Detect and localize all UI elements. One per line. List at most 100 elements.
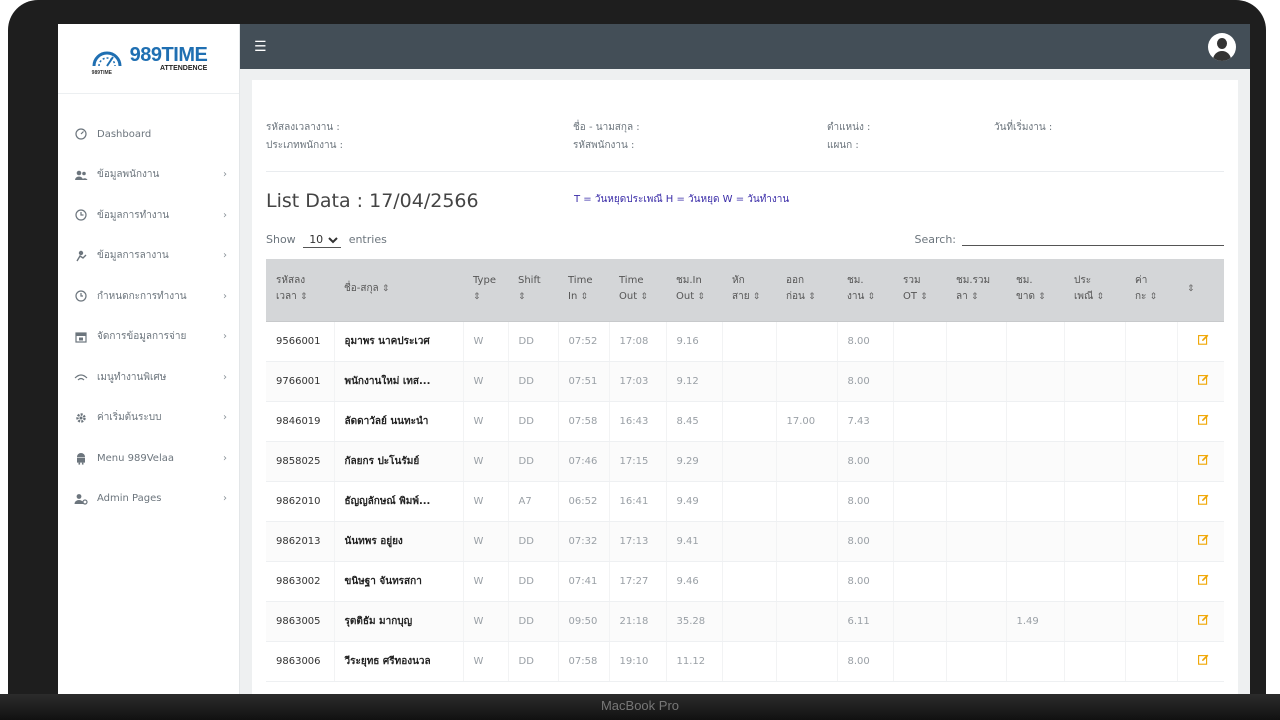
admin-icon (73, 492, 89, 506)
leave-icon (73, 249, 89, 263)
column-header[interactable]: Shift ⇕ (508, 259, 558, 322)
table-row[interactable]: 9863002 ขนิษฐา จันทรสกา W DD 07:41 17:27 9.46 8… (266, 561, 1224, 602)
sidebar-nav: Dashboard ข้อมูลพนักงาน › ข้อมูลการทำงาน › ข้… (58, 94, 239, 519)
sort-icon[interactable]: ⇕ (1149, 291, 1158, 302)
top-bar: ☰ (240, 24, 1250, 69)
sort-icon[interactable]: ⇕ (381, 283, 390, 294)
sort-icon[interactable]: ⇕ (970, 291, 979, 302)
table-cell: DD (508, 521, 559, 562)
sort-icon[interactable]: ⇕ (299, 291, 308, 302)
table-cell (1125, 441, 1178, 482)
menu-toggle-icon[interactable]: ☰ (254, 38, 267, 55)
sort-icon[interactable]: ⇕ (1038, 291, 1046, 302)
clock-icon (73, 208, 89, 222)
sidebar-item-8[interactable]: Menu 989Velaa › (58, 438, 239, 479)
sidebar-item-label: กำหนดกะการทำงาน (97, 290, 187, 302)
column-header[interactable]: ประ เพณี ⇕ (1064, 259, 1125, 322)
column-header-line2: เวลา (276, 290, 297, 302)
search-input[interactable] (962, 232, 1224, 246)
table-cell (1006, 361, 1065, 402)
column-header[interactable]: ชม.In Out ⇕ (666, 259, 722, 322)
table-row[interactable]: 9766001 พนักงานใหม่ เทส... W DD 07:51 17:03 9.… (266, 361, 1224, 402)
sort-icon[interactable]: ⇕ (640, 291, 648, 302)
screen: 989TIME 989TIME ATTENDENCE Dashboard ข้อม… (58, 24, 1250, 694)
sort-icon[interactable]: ⇕ (1096, 291, 1105, 302)
column-header[interactable]: ⇕ (1177, 259, 1224, 322)
sidebar-item-0[interactable]: Dashboard (58, 114, 239, 155)
users-icon (73, 168, 89, 182)
sidebar-item-2[interactable]: ข้อมูลการทำงาน › (58, 195, 239, 236)
table-row[interactable]: 9863005 รุตติธัม มากบุญ W DD 09:50 21:18 35.28… (266, 601, 1224, 642)
sidebar-item-6[interactable]: เมนูทำงานพิเศษ › (58, 357, 239, 398)
column-header[interactable]: Type ⇕ (463, 259, 508, 322)
sidebar-item-label: ข้อมูลการทำงาน (97, 209, 170, 221)
edit-icon[interactable] (1177, 321, 1224, 362)
table-cell: DD (508, 321, 559, 362)
table-row[interactable]: 9846019 ลัดดาวัลย์ นนทะนำ W DD 07:58 16:43 8.4… (266, 401, 1224, 442)
sidebar-item-5[interactable]: จัดการข้อมูลการจ่าย › (58, 317, 239, 358)
table-cell: W (463, 441, 509, 482)
edit-icon[interactable] (1177, 441, 1224, 482)
column-header[interactable]: ชม. งาน ⇕ (837, 259, 893, 322)
table-cell: 7.43 (837, 401, 894, 442)
user-avatar[interactable] (1208, 32, 1236, 61)
calendar-icon (73, 330, 89, 344)
table-cell: DD (508, 601, 559, 642)
table-cell (1125, 521, 1178, 562)
sidebar-item-1[interactable]: ข้อมูลพนักงาน › (58, 155, 239, 196)
edit-icon[interactable] (1177, 641, 1224, 682)
table-row[interactable]: 9862013 นันทพร อยู่ยง W DD 07:32 17:13 9.41 8.0… (266, 521, 1224, 562)
brand-logo[interactable]: 989TIME 989TIME ATTENDENCE (58, 24, 239, 94)
table-row[interactable]: 9566001 อุมาพร นาคประเวศ W DD 07:52 17:08 9.16… (266, 321, 1224, 362)
sort-icon[interactable]: ⇕ (580, 291, 589, 302)
stopwatch-icon: 989TIME (90, 44, 124, 76)
column-header-line2: ขาด (1016, 290, 1035, 302)
column-header[interactable]: ค่า กะ ⇕ (1125, 259, 1177, 322)
sidebar-item-7[interactable]: ค่าเริ่มต้นระบบ › (58, 398, 239, 439)
column-header-line2: ลา (956, 290, 968, 302)
column-header[interactable]: Time Out ⇕ (609, 259, 666, 322)
sort-icon[interactable]: ⇕ (752, 291, 761, 302)
chevron-right-icon: › (223, 412, 227, 424)
table-row[interactable]: 9858025 กัลยกร ปะโนรัมย์ W DD 07:46 17:15 9.29… (266, 441, 1224, 482)
table-cell (1006, 481, 1065, 522)
table-cell (722, 561, 777, 602)
sidebar-item-9[interactable]: Admin Pages › (58, 479, 239, 520)
table-cell: วีระยุทธ ศรีทองนวล (334, 641, 464, 682)
column-header[interactable]: หัก สาย ⇕ (722, 259, 776, 322)
sort-icon[interactable]: ⇕ (1187, 283, 1195, 294)
sort-icon[interactable]: ⇕ (518, 291, 526, 302)
column-header-line1: หัก (732, 274, 745, 286)
page-length: Show 10 entries (266, 232, 387, 248)
edit-icon[interactable] (1177, 561, 1224, 602)
sort-icon[interactable]: ⇕ (808, 291, 816, 302)
column-header[interactable]: ชื่อ-สกุล ⇕ (334, 259, 463, 322)
sidebar-item-4[interactable]: กำหนดกะการทำงาน › (58, 276, 239, 317)
column-header[interactable]: ออก ก่อน ⇕ (776, 259, 837, 322)
table-row[interactable]: 9863006 วีระยุทธ ศรีทองนวล W DD 07:58 19:10 11… (266, 641, 1224, 682)
sort-icon[interactable]: ⇕ (473, 291, 481, 302)
table-cell (893, 361, 947, 402)
chevron-right-icon: › (223, 371, 227, 383)
column-header[interactable]: ชม.รวม ลา ⇕ (946, 259, 1006, 322)
table-row[interactable]: 9862010 ธัญญลักษณ์ พิมพ์... W A7 06:52 16:41 9… (266, 481, 1224, 522)
sort-icon[interactable]: ⇕ (920, 291, 928, 302)
column-header[interactable]: รวม OT ⇕ (893, 259, 946, 322)
edit-icon[interactable] (1177, 521, 1224, 562)
sort-icon[interactable]: ⇕ (867, 291, 876, 302)
column-header[interactable]: รหัสลง เวลา ⇕ (266, 259, 334, 322)
sort-icon[interactable]: ⇕ (697, 291, 705, 302)
table-cell (776, 561, 838, 602)
edit-icon[interactable] (1177, 601, 1224, 642)
edit-icon[interactable] (1177, 481, 1224, 522)
sidebar-item-3[interactable]: ข้อมูลการลางาน › (58, 236, 239, 277)
page-length-select[interactable]: 10 (303, 232, 342, 248)
edit-icon[interactable] (1177, 401, 1224, 442)
list-header: List Data : 17/04/2566 T = วันหยุดประเพณ… (266, 172, 1224, 226)
column-header[interactable]: ชม. ขาด ⇕ (1006, 259, 1064, 322)
column-header[interactable]: Time In ⇕ (558, 259, 609, 322)
table-cell (722, 481, 777, 522)
table-cell: 17:15 (609, 441, 667, 482)
edit-icon[interactable] (1177, 361, 1224, 402)
android-icon (73, 451, 89, 465)
